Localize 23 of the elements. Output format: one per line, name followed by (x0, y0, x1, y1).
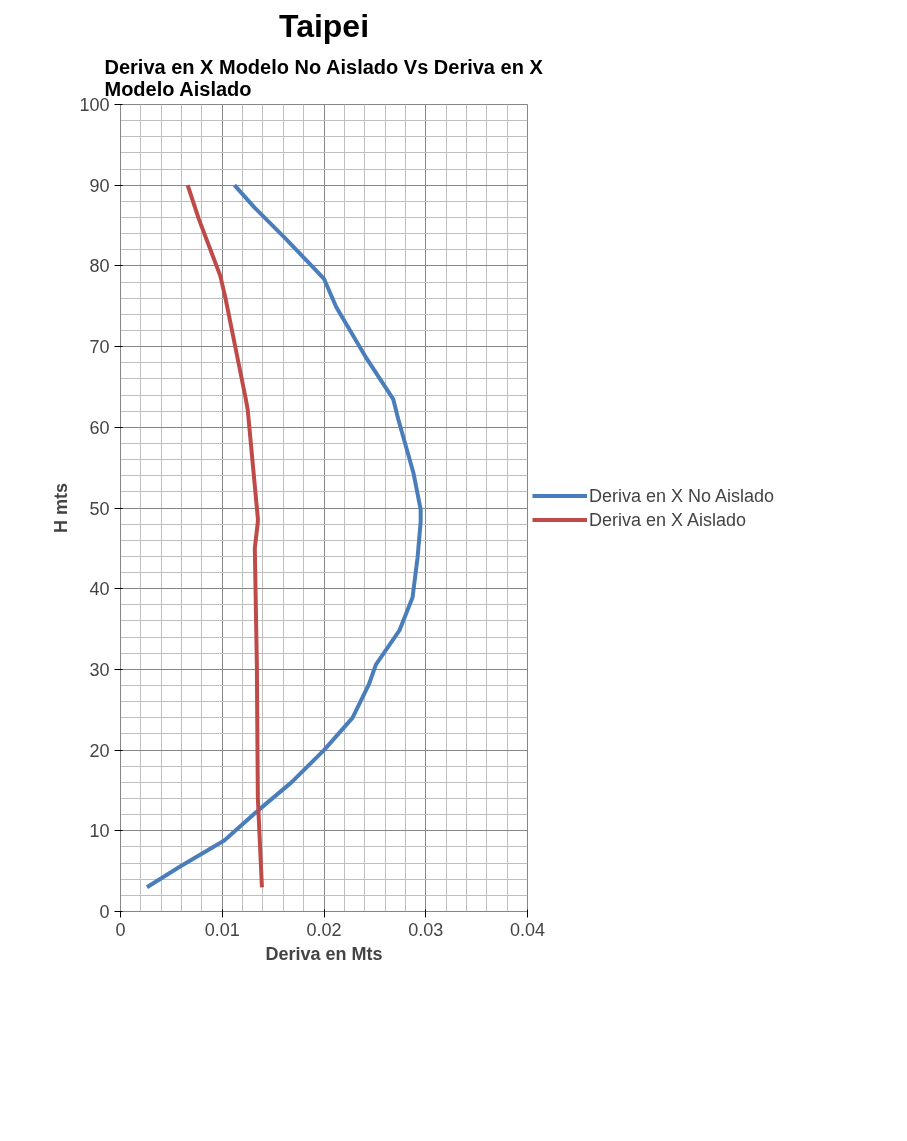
y-tick-label: 30 (89, 659, 110, 680)
line-series (144, 183, 423, 890)
y-tick-label: 40 (89, 579, 110, 600)
x-tick-label: 0 (115, 919, 126, 940)
x-tick-label: 0.01 (204, 919, 240, 940)
y-tick-label: 60 (89, 417, 110, 438)
y-tick-label: 10 (89, 821, 110, 842)
y-tick-label: 50 (89, 498, 110, 519)
y-tick-label: 90 (89, 175, 110, 196)
y-tick-label: 0 (99, 902, 110, 922)
legend-label: Deriva en X Aislado (589, 509, 747, 530)
x-tick-label: 0.02 (306, 919, 342, 940)
y-tick-label: 100 (79, 95, 110, 115)
x-axis-title: Deriva en Mts (265, 943, 383, 964)
y-tick-label: 20 (89, 740, 110, 761)
y-tick-label: 80 (89, 256, 110, 277)
x-tick-label: 0.03 (408, 919, 444, 940)
line-series (185, 183, 264, 890)
y-axis-title: H mts (51, 482, 72, 533)
legend-label: Deriva en X No Aislado (589, 485, 775, 506)
x-tick-label: 0.04 (509, 919, 546, 940)
chart-title: Taipei (278, 7, 370, 44)
y-tick-label: 70 (89, 337, 110, 358)
